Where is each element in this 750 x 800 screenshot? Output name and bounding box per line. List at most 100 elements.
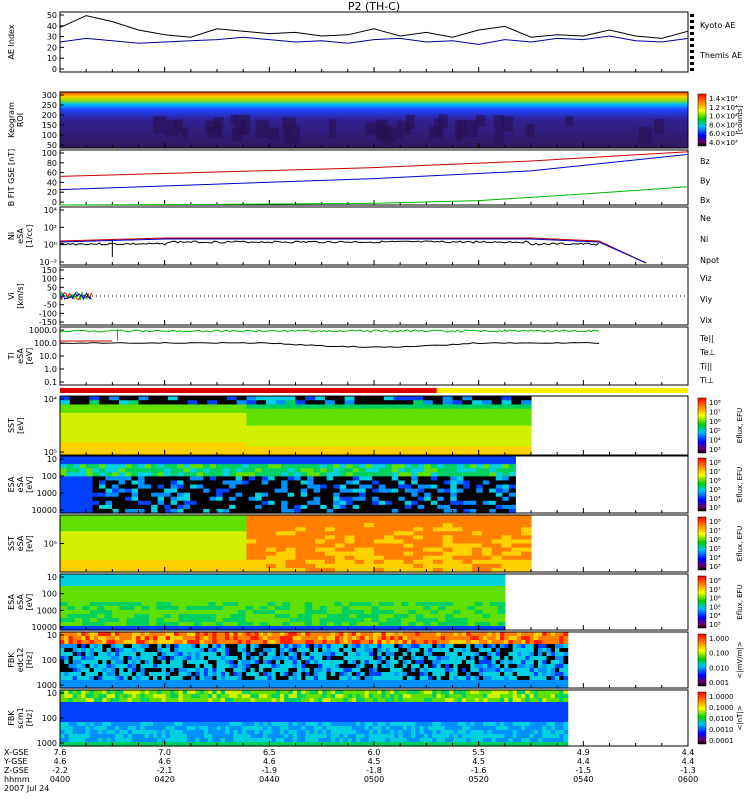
sst-e-panel-cell	[275, 404, 287, 410]
sst-e-panel-cell	[275, 421, 287, 427]
esa-e-panel-cell	[60, 464, 68, 469]
fbk-e-panel-cell	[309, 680, 315, 685]
esa-i-panel-cell	[282, 578, 291, 583]
esa-i-panel-cell	[378, 626, 387, 631]
fbk-e-panel-cell	[216, 676, 222, 681]
esa-e-panel-cell	[66, 456, 74, 461]
sst-e-panel-cell	[60, 446, 71, 452]
sst-e-panel-cell	[462, 429, 473, 435]
fbk-e-panel-cell	[263, 640, 268, 645]
sst-e-panel-cell	[197, 429, 208, 435]
esa-e-panel-cell	[190, 492, 198, 498]
fbk-e-panel-cell	[377, 640, 383, 645]
fbk-e-panel-cell	[98, 676, 103, 681]
sst-i-panel-cell	[413, 547, 424, 553]
ae-tick-block	[690, 68, 694, 71]
sst-i-panel-cell	[236, 555, 248, 561]
sst-e-panel-cell	[275, 442, 287, 448]
esa-e-panel-cell	[508, 472, 516, 477]
esa-e-panel-cell	[495, 500, 503, 506]
esa-e-panel-cell	[398, 476, 406, 482]
fbk-e-panel-cell	[284, 632, 290, 637]
esa-i-panel-cell	[111, 602, 120, 607]
esa-e-panel-cell	[365, 464, 373, 469]
sst-i-panel-cell	[364, 519, 375, 524]
sst-e-panel-cell	[266, 421, 277, 427]
esa-i-panel-cell	[252, 610, 261, 615]
esa-i-panel-cell	[326, 622, 335, 627]
fbk-e-panel-cell	[402, 660, 408, 665]
sst-e-panel-cell	[452, 404, 463, 410]
esa-e-panel-cell	[417, 488, 425, 494]
sst-e-panel-cell	[109, 438, 120, 443]
esa-i-panel-cell	[282, 614, 291, 619]
sst-i-panel-cell	[89, 559, 100, 565]
fbk-e-panel-cell	[440, 640, 446, 645]
sst-e-panel-cell	[374, 429, 385, 435]
esa-i-panel-cell	[186, 606, 195, 611]
fbk-e-panel-cell	[191, 656, 196, 661]
esa-i-panel-cell	[148, 618, 157, 623]
sst-e-panel-cell	[89, 433, 100, 439]
fbk-e-panel-cell	[296, 632, 302, 637]
sst-i-panel-cell	[521, 543, 532, 549]
esa-e-panel-cell	[164, 504, 172, 510]
esa-e-panel-cell	[359, 508, 367, 514]
sst-e-panel-cell	[99, 450, 110, 456]
sst-i-panel-cell	[354, 519, 365, 524]
sst-i-panel-cell	[462, 519, 473, 524]
esa-i-panel-cell	[267, 610, 276, 615]
sst-i-panel-cell	[344, 515, 355, 520]
fbk-e-panel-cell	[347, 684, 353, 689]
sst-i-panel-cell	[413, 531, 424, 536]
fbk-e-panel-cell	[309, 676, 315, 681]
fbk-e-panel-cell	[381, 640, 387, 645]
sst-i-panel-cell	[432, 547, 444, 553]
sst-i-panel-cell	[501, 563, 512, 569]
sst-i-panel-cell	[79, 535, 91, 541]
sst-e-panel-cell	[413, 404, 424, 410]
sst-i-panel-cell	[118, 515, 130, 520]
esa-e-panel-cell	[502, 500, 510, 506]
sst-i-panel-cell	[423, 559, 434, 565]
sst-e-panel-cell	[60, 425, 71, 431]
esa-i-panel-cell	[89, 618, 98, 623]
fbk-e-panel-cell	[254, 632, 260, 637]
sst-e-panel-cell	[354, 425, 365, 431]
fbk-e-panel-cell	[98, 684, 103, 689]
esa-e-panel-cell	[430, 508, 438, 514]
fbk-e-panel-cell	[212, 656, 218, 661]
fbk-e-panel-cell	[385, 652, 391, 657]
fbk-e-panel-cell	[385, 632, 391, 637]
esa-e-panel-cell	[248, 484, 256, 490]
fbk-e-panel-cell	[457, 680, 463, 685]
fbk-e-panel-cell	[93, 632, 99, 637]
esa-i-panel-cell	[363, 614, 372, 619]
esa-e-panel-cell	[125, 464, 133, 469]
esa-e-panel-cell	[157, 484, 165, 490]
fbk-e-panel-cell	[334, 660, 340, 665]
esa-e-panel-cell	[151, 496, 159, 502]
esa-e-panel-cell	[157, 460, 165, 465]
esa-i-panel-cell	[475, 598, 484, 603]
sst-e-panel-cell	[158, 433, 169, 439]
sst-i-panel-cell	[501, 531, 512, 536]
fbk-e-panel-cell	[339, 640, 345, 645]
sst-i-panel-cell	[79, 559, 91, 565]
esa-e-panel-cell	[99, 468, 107, 473]
sst-i-panel-cell	[217, 567, 228, 573]
fbk-e-panel-cell	[356, 640, 361, 645]
esa-e-panel-cell	[450, 488, 458, 494]
esa-e-panel-cell	[92, 476, 100, 482]
fbk-e-panel-cell	[394, 636, 400, 641]
esa-i-panel-cell	[445, 598, 454, 603]
esa-e-panel-cell	[456, 460, 464, 465]
esa-e-panel-cell	[450, 508, 458, 514]
esa-e-panel-cell	[209, 460, 217, 465]
fbk-e-panel-cell	[131, 680, 137, 685]
fbk-e-panel-cell	[233, 672, 239, 677]
esa-e-panel-cell	[144, 500, 152, 506]
esa-i-panel-cell	[326, 626, 335, 631]
sst-e-panel-cell	[256, 429, 267, 435]
sst-e-panel-cell	[158, 417, 169, 422]
